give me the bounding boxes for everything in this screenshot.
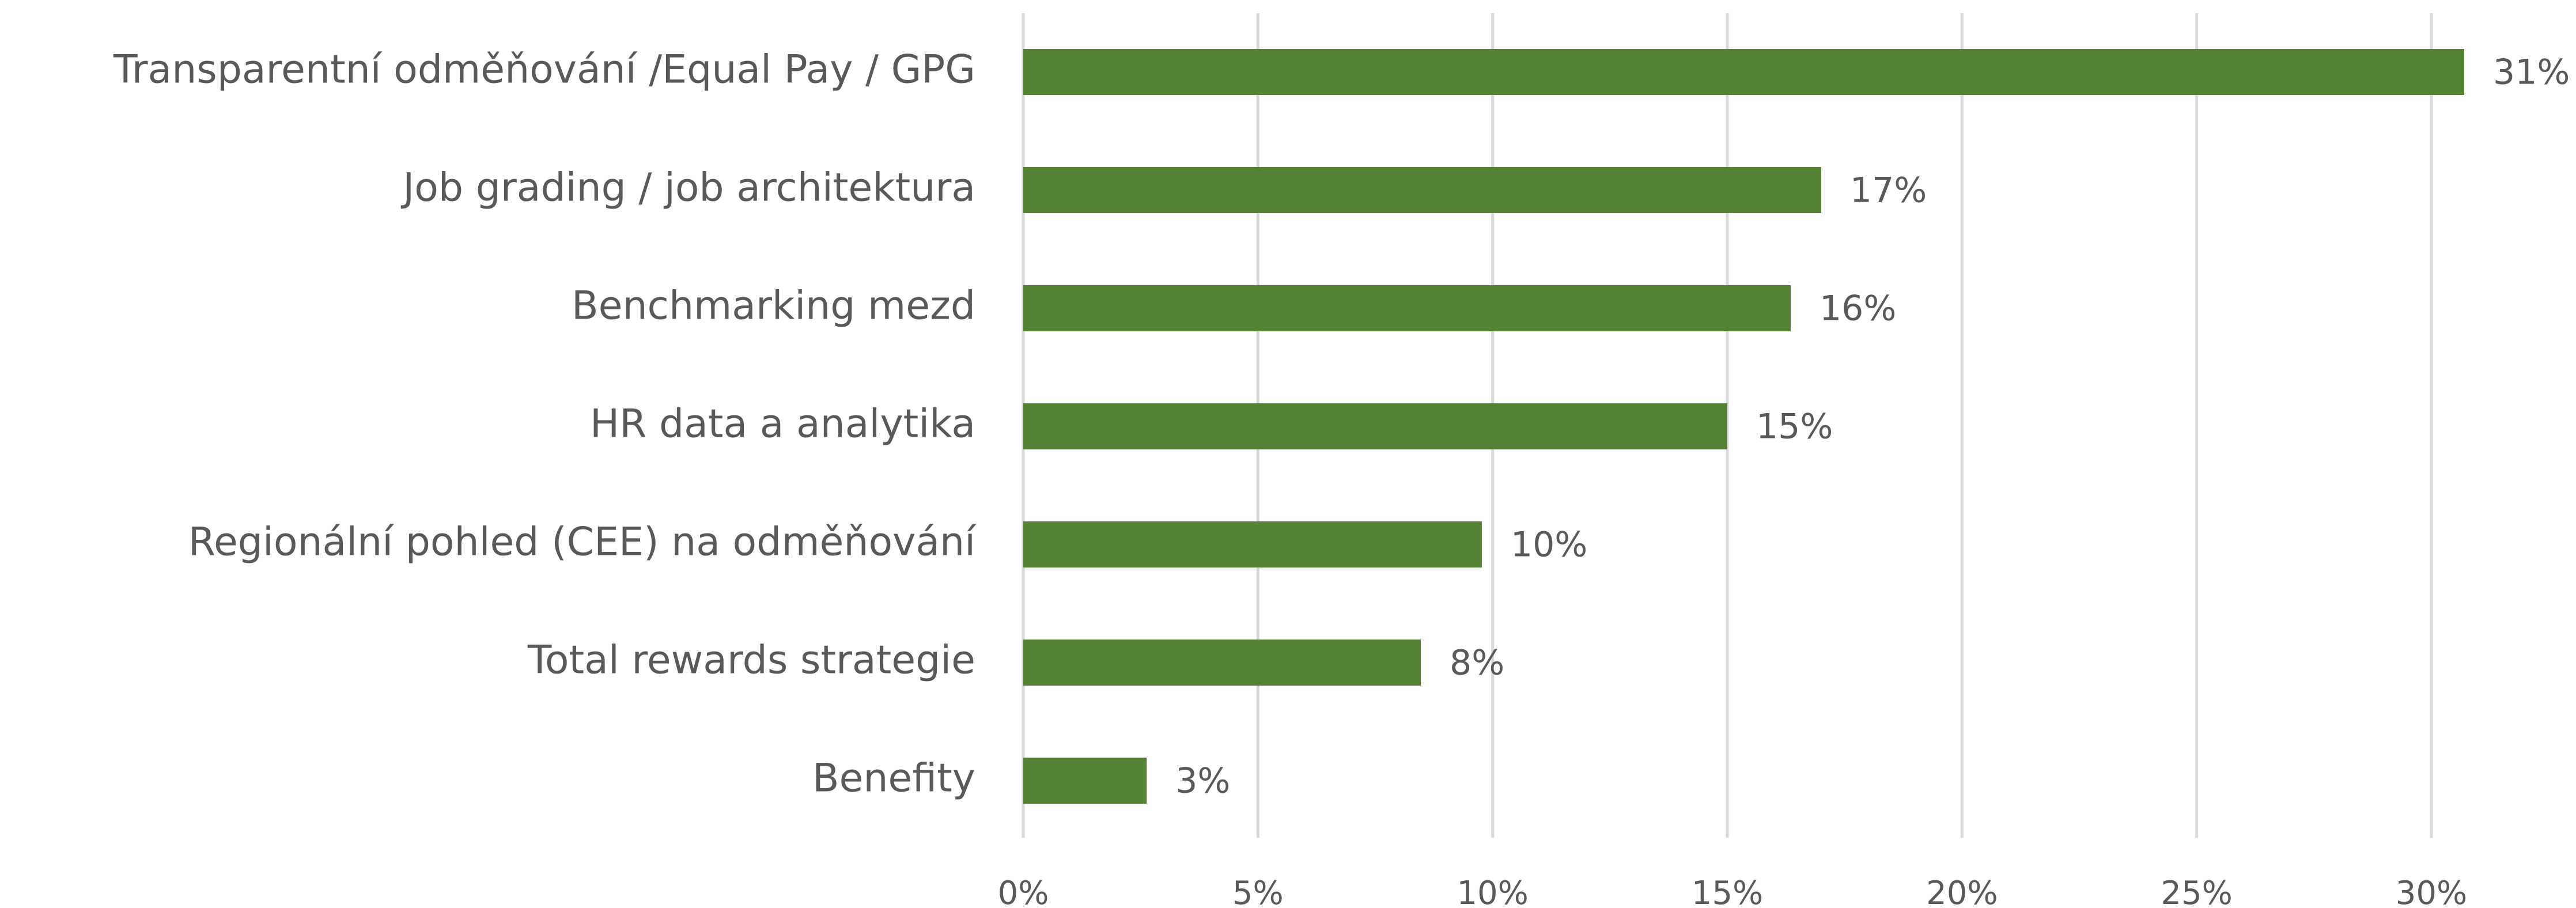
value-label: 17%	[1850, 171, 1927, 211]
value-label: 31%	[2493, 52, 2570, 93]
value-label: 16%	[1820, 289, 1896, 329]
category-label: HR data a analytika	[590, 402, 975, 447]
category-label: Benefity	[812, 756, 975, 801]
bar	[1023, 758, 1147, 804]
bar	[1023, 285, 1791, 331]
x-tick-label: 30%	[2396, 875, 2467, 908]
x-tick-label: 15%	[1692, 875, 1763, 908]
x-tick-label: 20%	[1926, 875, 1998, 908]
bar	[1023, 640, 1421, 686]
bar	[1023, 49, 2465, 95]
bar	[1023, 167, 1821, 213]
x-tick-label: 25%	[2161, 875, 2232, 908]
value-label: 8%	[1450, 643, 1504, 683]
bar	[1023, 403, 1727, 449]
bar	[1023, 521, 1482, 568]
category-label: Benchmarking mezd	[572, 283, 975, 329]
x-tick-label: 10%	[1457, 875, 1528, 908]
category-label: Total rewards strategie	[527, 638, 975, 683]
x-tick-label: 0%	[998, 875, 1049, 908]
value-label: 10%	[1511, 525, 1587, 565]
value-label: 3%	[1175, 761, 1230, 801]
category-label: Transparentní odměňování /Equal Pay / GP…	[113, 47, 975, 93]
category-label: Regionální pohled (CEE) na odměňování	[188, 520, 977, 565]
category-label: Job grading / job architektura	[400, 165, 975, 211]
x-tick-label: 5%	[1232, 875, 1284, 908]
value-label: 15%	[1756, 407, 1833, 447]
